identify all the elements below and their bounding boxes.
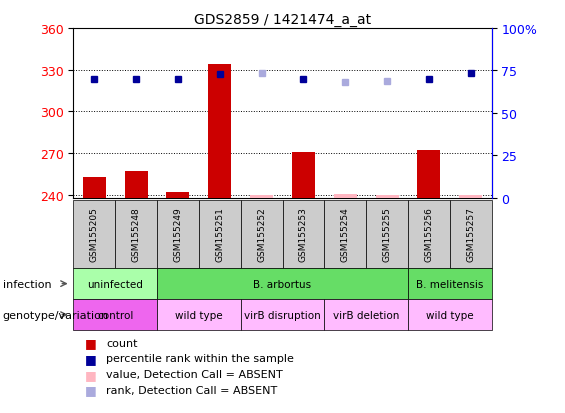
- Text: GSM155248: GSM155248: [132, 207, 141, 262]
- Bar: [376, 195, 398, 198]
- Text: GSM155205: GSM155205: [90, 207, 99, 262]
- Bar: [459, 195, 482, 198]
- Text: virB deletion: virB deletion: [333, 310, 399, 320]
- Text: GSM155251: GSM155251: [215, 207, 224, 262]
- Bar: [241, 200, 282, 268]
- Bar: [324, 200, 366, 268]
- Bar: [199, 200, 241, 268]
- Text: rank, Detection Call = ABSENT: rank, Detection Call = ABSENT: [106, 385, 277, 395]
- Text: B. melitensis: B. melitensis: [416, 279, 484, 289]
- Bar: [408, 200, 450, 268]
- Text: uninfected: uninfected: [88, 279, 143, 289]
- Bar: [282, 200, 324, 268]
- Bar: [115, 200, 157, 268]
- Bar: [125, 172, 147, 198]
- Bar: [408, 268, 492, 299]
- Text: GSM155253: GSM155253: [299, 207, 308, 262]
- Text: wild type: wild type: [426, 310, 473, 320]
- Text: GSM155252: GSM155252: [257, 207, 266, 262]
- Text: control: control: [97, 310, 133, 320]
- Bar: [73, 299, 157, 330]
- Bar: [292, 152, 315, 198]
- Text: GSM155256: GSM155256: [424, 207, 433, 262]
- Bar: [450, 200, 492, 268]
- Text: ■: ■: [85, 383, 97, 396]
- Text: wild type: wild type: [175, 310, 223, 320]
- Text: GSM155257: GSM155257: [466, 207, 475, 262]
- Text: B. arbortus: B. arbortus: [254, 279, 311, 289]
- Text: ■: ■: [85, 352, 97, 365]
- Bar: [73, 268, 157, 299]
- Bar: [83, 178, 106, 198]
- Bar: [208, 65, 231, 198]
- Bar: [408, 299, 492, 330]
- Bar: [157, 200, 199, 268]
- Bar: [334, 194, 357, 198]
- Bar: [167, 193, 189, 198]
- Bar: [73, 200, 115, 268]
- Bar: [366, 200, 408, 268]
- Text: ■: ■: [85, 368, 97, 381]
- Bar: [157, 268, 408, 299]
- Text: count: count: [106, 338, 138, 348]
- Bar: [418, 151, 440, 198]
- Text: value, Detection Call = ABSENT: value, Detection Call = ABSENT: [106, 369, 283, 379]
- Bar: [157, 299, 241, 330]
- Text: percentile rank within the sample: percentile rank within the sample: [106, 354, 294, 363]
- Text: infection: infection: [3, 279, 51, 289]
- Bar: [241, 299, 324, 330]
- Text: genotype/variation: genotype/variation: [3, 310, 109, 320]
- Text: virB disruption: virB disruption: [244, 310, 321, 320]
- Title: GDS2859 / 1421474_a_at: GDS2859 / 1421474_a_at: [194, 12, 371, 26]
- Text: ■: ■: [85, 336, 97, 349]
- Bar: [250, 195, 273, 198]
- Text: GSM155255: GSM155255: [383, 207, 392, 262]
- Text: GSM155254: GSM155254: [341, 207, 350, 262]
- Text: GSM155249: GSM155249: [173, 207, 182, 262]
- Bar: [324, 299, 408, 330]
